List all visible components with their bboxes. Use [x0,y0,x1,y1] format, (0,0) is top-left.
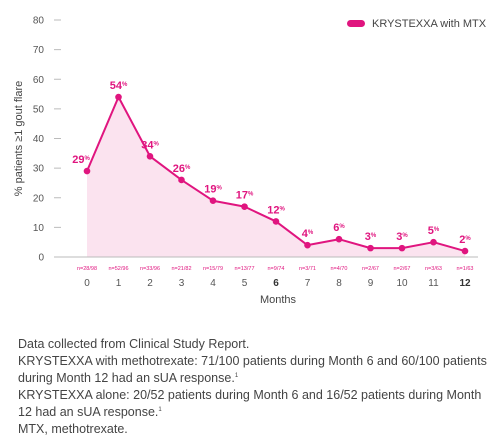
x-axis-title: Months [260,294,297,306]
footnote-alone-response-text: KRYSTEXXA alone: 20/52 patients during M… [18,388,482,419]
x-tick-label: 7 [305,278,311,289]
x-tick-label: 6 [273,278,279,289]
n-label: n=33/96 [140,266,160,272]
data-point [398,244,406,252]
y-tick-label: 20 [33,193,45,204]
data-label: 17% [236,190,254,202]
data-label: 4% [302,228,314,240]
n-label: n=4/70 [331,266,348,272]
legend-label: KRYSTEXXA with MTX [372,18,487,30]
data-point [367,244,374,252]
footnote-alone-ref: 1 [158,407,162,413]
data-label: 6% [333,222,345,234]
y-tick-label: 80 [33,16,45,27]
n-label: n=13/77 [234,266,254,272]
data-label: 19% [204,184,222,196]
y-tick-label: 0 [38,253,44,264]
data-label: 5% [428,225,440,237]
footnote-alone-response: KRYSTEXXA alone: 20/52 patients during M… [18,387,488,421]
data-point [461,247,469,255]
y-tick-label: 70 [33,45,45,56]
x-tick-label: 5 [242,278,248,289]
y-tick-label: 30 [33,164,45,175]
x-tick-label: 10 [396,278,408,289]
data-point [178,176,185,184]
data-label: 3% [396,231,408,243]
data-point [335,235,343,243]
x-tick-label: 9 [368,278,374,289]
x-tick-label: 3 [179,278,185,289]
x-tick-label: 11 [428,278,439,289]
footnote-abbreviation: MTX, methotrexate. [18,422,128,436]
data-point [115,93,122,101]
n-label: n=3/71 [299,266,316,272]
n-label: n=2/67 [394,266,411,272]
footnote-mtx-response-text: KRYSTEXXA with methotrexate: 71/100 pati… [18,354,487,385]
data-point [304,241,311,249]
y-tick-label: 60 [33,75,45,86]
legend-swatch [347,20,365,27]
n-label: n=21/82 [171,266,191,272]
data-label: 12% [267,204,285,216]
data-label: 34% [141,139,159,151]
y-tick-label: 50 [33,104,45,115]
x-tick-label: 1 [116,278,122,289]
n-label: n=28/98 [77,266,97,272]
x-tick-label: 2 [147,278,153,289]
n-label: n=3/63 [425,266,442,272]
data-point [209,197,217,205]
data-point [83,167,91,175]
data-point [241,203,248,210]
n-label: n=1/63 [457,266,474,272]
y-tick-label: 10 [33,223,45,234]
x-tick-label: 4 [210,278,216,289]
data-label: 26% [173,163,191,175]
data-label: 29% [72,154,90,166]
data-label: 3% [365,231,377,243]
data-point [146,152,154,160]
data-point [430,238,437,246]
data-label: 2% [459,234,471,246]
footnote-mtx-ref: 1 [234,373,239,379]
y-axis-title: % patients ≥1 gout flare [13,81,25,197]
n-label: n=52/96 [108,266,128,272]
n-label: n=2/67 [362,266,379,272]
x-tick-label: 12 [459,278,471,289]
n-label: n=9/74 [268,266,285,272]
series-area [87,97,465,258]
data-point [272,218,280,225]
data-label: 54% [110,80,128,92]
x-tick-label: 8 [336,278,342,289]
y-tick-label: 40 [33,134,45,145]
x-tick-label: 0 [84,278,90,289]
footnote-source: Data collected from Clinical Study Repor… [18,337,250,351]
footnote: Data collected from Clinical Study Repor… [18,336,488,438]
footnote-mtx-response: KRYSTEXXA with methotrexate: 71/100 pati… [18,353,488,387]
n-label: n=15/79 [203,266,223,272]
